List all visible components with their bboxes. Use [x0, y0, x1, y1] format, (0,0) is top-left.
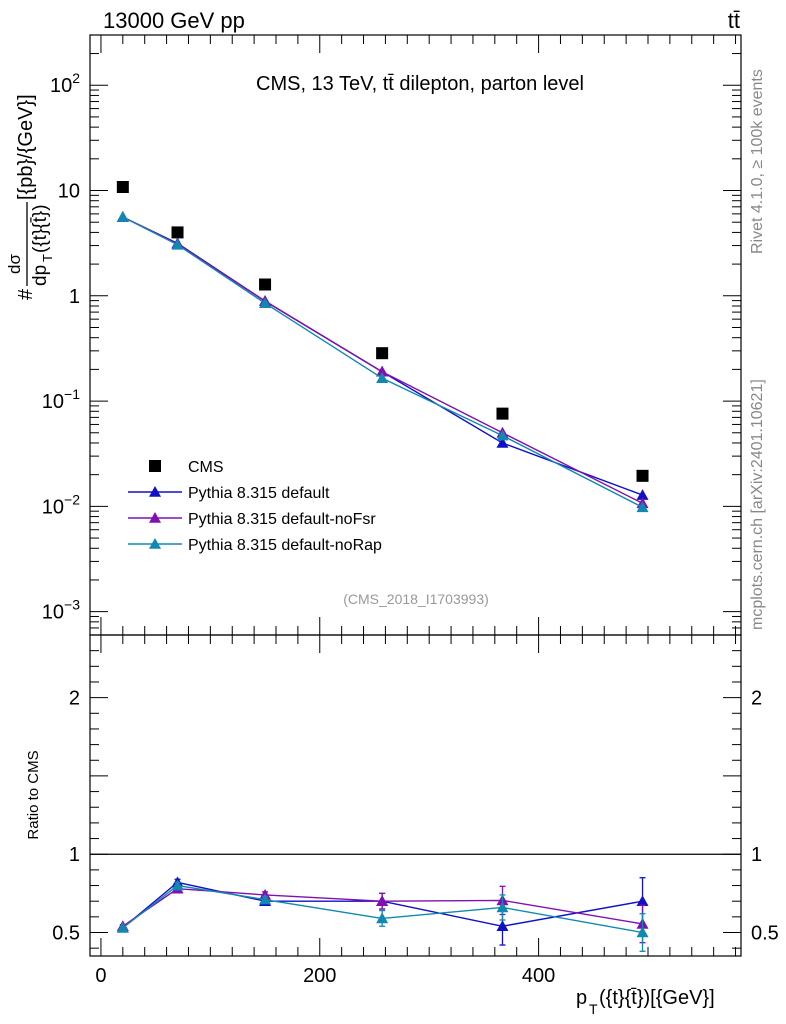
main-y-axis: 102 10 1 10−1 10−2 10−3 [42, 34, 741, 636]
main-y-tick-label: 10−2 [42, 491, 80, 518]
ratio-data-point [376, 912, 389, 924]
ratio-data-point [171, 879, 184, 891]
mc-series-line [122, 216, 643, 508]
ratio-data-point [259, 893, 272, 905]
mc-data-point [259, 297, 272, 309]
main-plot-title: CMS, 13 TeV, tt̄ dilepton, parton level [256, 73, 584, 95]
ratio-y-tick-label-right: 2 [751, 688, 762, 710]
cms-data-point [496, 407, 509, 420]
ratio-x-tick-label: 400 [522, 965, 555, 987]
main-y-axis-title: # dσ dp T ({t}{t̄}) [{pb}/{GeV}] [5, 94, 55, 300]
mc-data-point [636, 501, 649, 513]
mc-data-point [496, 429, 509, 441]
ratio-data-series [116, 876, 649, 952]
ratio-panel-frame [89, 634, 742, 957]
cms-data-point [376, 347, 389, 360]
header-energy-label: 13000 GeV pp [103, 8, 245, 33]
mc-data-point [636, 489, 649, 500]
legend-label: CMS [188, 459, 224, 476]
ratio-series-2 [116, 879, 649, 952]
ratio-y-axis-title: Ratio to CMS [25, 750, 42, 839]
legend-marker-triangle [149, 512, 161, 523]
x-title-sub: T [589, 1001, 598, 1017]
ratio-data-point [496, 901, 509, 913]
main-data-series [116, 180, 649, 513]
legend-marker-triangle [149, 486, 161, 497]
ratio-y-axis: 0.5 0.5 1 1 2 2 [52, 634, 779, 949]
ratio-panel: 0.5 0.5 1 1 2 2 0 200 400 Ratio to CMS p T ({t}… [25, 634, 779, 1017]
cms-data-point [259, 278, 272, 291]
main-panel: CMS, 13 TeV, tt̄ dilepton, parton level … [5, 34, 742, 636]
analysis-id-label: (CMS_2018_I1703993) [343, 591, 489, 607]
legend-marker-square [149, 460, 161, 472]
ratio-data-point [636, 926, 649, 938]
mc-data-point [171, 238, 184, 250]
ratio-x-tick-label: 0 [95, 965, 106, 987]
ratio-data-point [376, 895, 389, 906]
cms-data-point [116, 180, 129, 193]
main-y-tick-label: 10 [58, 181, 80, 203]
ratio-data-point [636, 895, 649, 906]
legend-entry-3: Pythia 8.315 default-noRap [128, 537, 382, 554]
mc-data-point [376, 365, 389, 377]
legend-label: Pythia 8.315 default-noFsr [188, 511, 376, 528]
ratio-y-tick-label-left: 0.5 [52, 923, 80, 945]
ratio-y-tick-label-left: 1 [69, 844, 80, 866]
cms-data-point [171, 226, 184, 239]
legend-marker-triangle [149, 538, 161, 549]
mc-data-point [116, 211, 129, 222]
main-y-tick-label: 102 [50, 70, 80, 97]
mcplots-reference-label: mcplots.cern.ch [arXiv:2401.10621] [749, 379, 766, 630]
ratio-y-tick-label-left: 2 [69, 688, 80, 710]
ratio-series-line [122, 881, 643, 929]
ratio-x-tick-label: 200 [303, 965, 336, 987]
cms-data-point [636, 469, 649, 482]
legend-label: Pythia 8.315 default [188, 485, 330, 502]
x-title-rest: ({t}{t̄})[{GeV}] [599, 987, 715, 1009]
rivet-version-label: Rivet 4.1.0, ≥ 100k events [749, 69, 766, 254]
main-x-ticks [100, 35, 737, 635]
legend: CMS Pythia 8.315 default Pythia 8.315 defa… [128, 459, 382, 554]
mc-data-point [496, 436, 509, 448]
y-title-denominator: dp [30, 265, 51, 286]
ratio-y-tick-label-right: 0.5 [751, 923, 779, 945]
legend-entry-1: Pythia 8.315 default [128, 485, 330, 502]
legend-entry-0: CMS [149, 459, 224, 476]
main-series-0 [116, 180, 649, 482]
main-y-tick-label: 10−1 [42, 386, 80, 413]
main-y-tick-label: 1 [69, 286, 80, 308]
ratio-series-line [122, 887, 643, 927]
main-y-tick-label: 10−3 [42, 597, 80, 624]
x-axis-title: p T ({t}{t̄})[{GeV}] [576, 987, 715, 1017]
y-title-denominator-rest: ({t}{t̄}) [30, 204, 51, 253]
legend-label: Pythia 8.315 default-noRap [188, 537, 382, 554]
legend-entry-2: Pythia 8.315 default-noFsr [128, 511, 376, 528]
mc-data-point [376, 372, 389, 383]
y-title-units: [{pb}/{GeV}] [15, 94, 37, 200]
y-title-hash: # [15, 288, 37, 300]
y-title-numerator: dσ [5, 254, 24, 274]
ratio-data-point [116, 921, 129, 933]
y-title-denominator-sub: T [40, 254, 55, 262]
x-title-main: p [576, 987, 587, 1009]
ratio-x-axis: 0 200 400 [95, 635, 737, 987]
ratio-data-point [496, 920, 509, 932]
ratio-y-tick-label-right: 1 [751, 844, 762, 866]
header-process-label: tt̄ [728, 8, 740, 33]
main-series-3 [116, 211, 649, 513]
ratio-series-line [122, 884, 643, 934]
